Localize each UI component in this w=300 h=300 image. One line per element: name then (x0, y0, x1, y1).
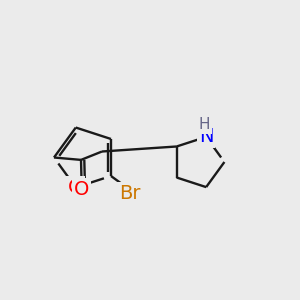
Text: N: N (199, 128, 213, 146)
Text: O: O (68, 178, 83, 197)
Text: H: H (199, 117, 210, 132)
Text: Br: Br (119, 184, 140, 203)
Text: O: O (74, 180, 89, 199)
